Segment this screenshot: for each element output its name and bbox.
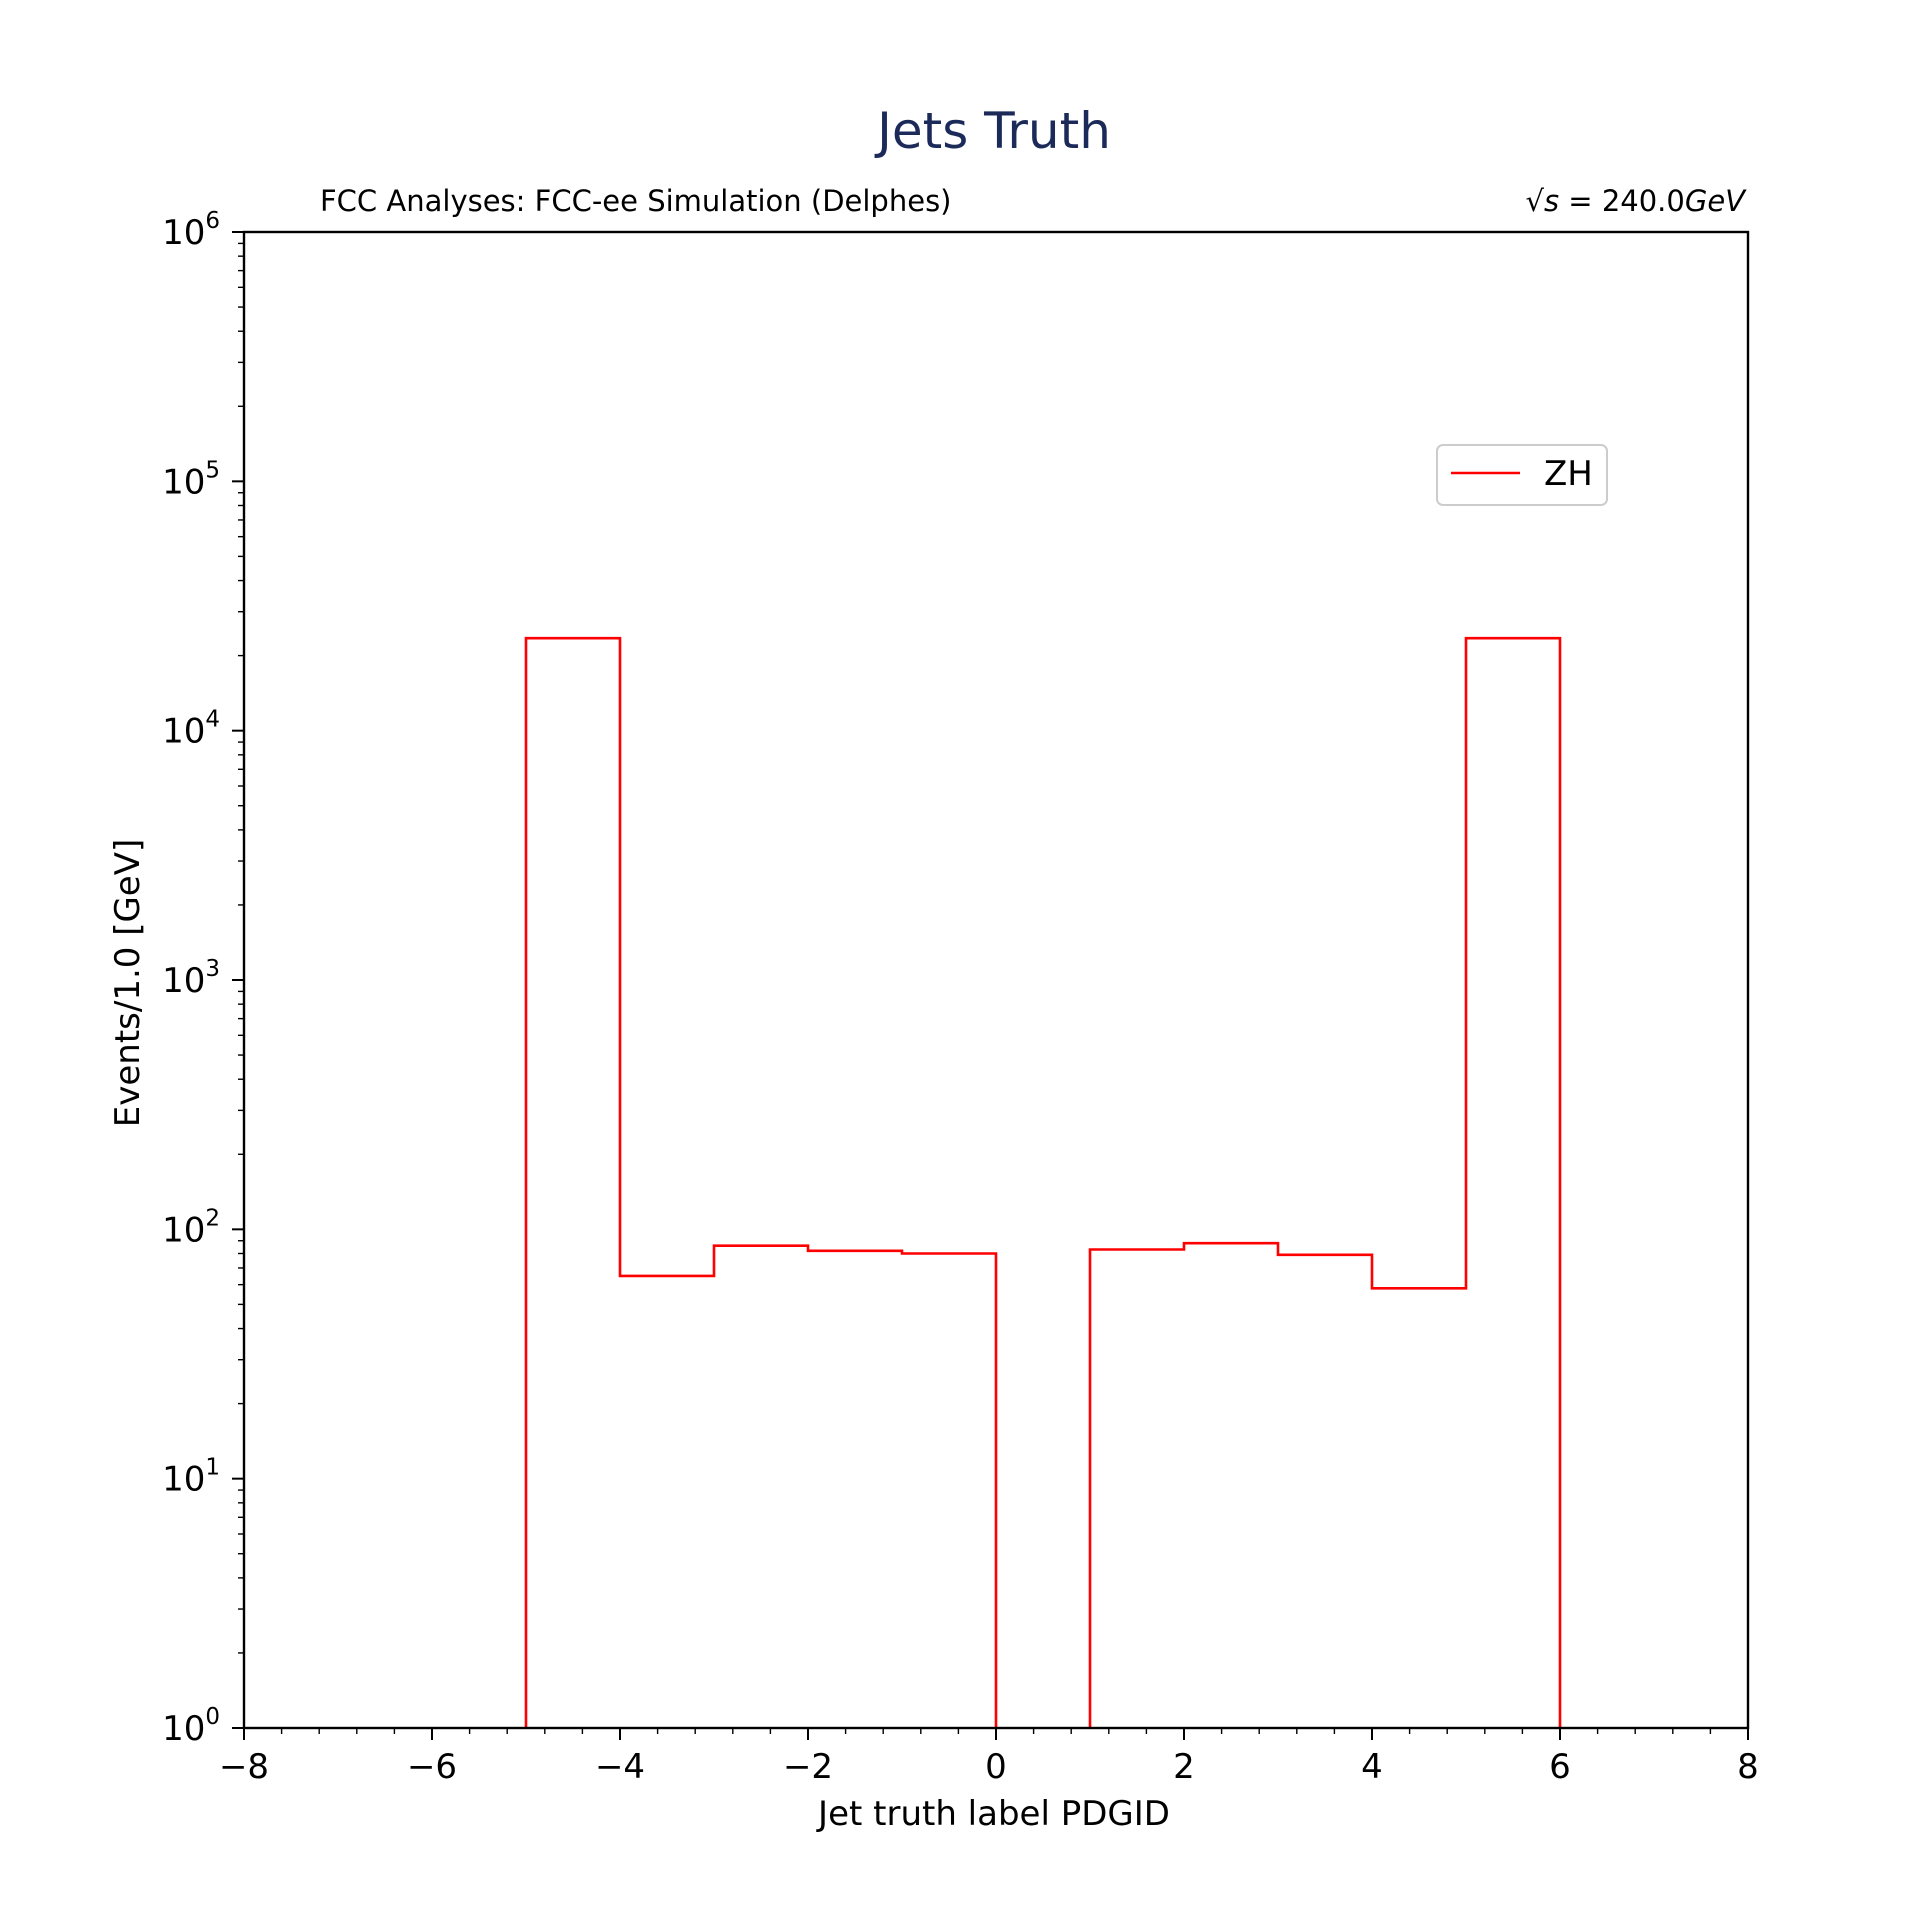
histogram-line-zh <box>524 636 1562 1728</box>
x-tick-label: −8 <box>219 1747 269 1787</box>
y-axis-label: Events/1.0 [GeV] <box>108 839 148 1128</box>
legend: ZH <box>1436 444 1608 506</box>
x-tick-label: 4 <box>1361 1747 1383 1787</box>
x-axis: −8 −6 −4 −2 0 2 4 6 8 <box>219 1728 1759 1787</box>
x-axis-label: Jet truth label PDGID <box>816 1794 1170 1834</box>
x-tick-label: 0 <box>985 1747 1007 1787</box>
chart-subtitle-right: √s = 240.0GeV <box>1525 184 1747 218</box>
y-tick-label: 103 <box>162 956 220 1001</box>
y-tick-label: 106 <box>162 208 220 253</box>
x-tick-label: −2 <box>783 1747 833 1787</box>
legend-label-zh: ZH <box>1544 454 1593 494</box>
x-tick-label: 8 <box>1737 1747 1759 1787</box>
legend-box <box>1436 444 1608 506</box>
y-tick-label: 100 <box>162 1704 220 1749</box>
x-tick-label: 6 <box>1549 1747 1571 1787</box>
x-tick-label: −4 <box>595 1747 645 1787</box>
plot-area <box>524 636 1562 1728</box>
chart-subtitle-left: FCC Analyses: FCC-ee Simulation (Delphes… <box>320 184 952 218</box>
y-tick-label: 105 <box>162 457 220 502</box>
x-tick-label: −6 <box>407 1747 457 1787</box>
y-tick-label: 102 <box>162 1205 220 1250</box>
y-tick-label: 104 <box>162 707 220 752</box>
x-tick-label: 2 <box>1173 1747 1195 1787</box>
plot-frame <box>242 230 1750 1730</box>
y-tick-label: 101 <box>162 1455 220 1500</box>
chart-title: Jets Truth <box>874 102 1111 160</box>
